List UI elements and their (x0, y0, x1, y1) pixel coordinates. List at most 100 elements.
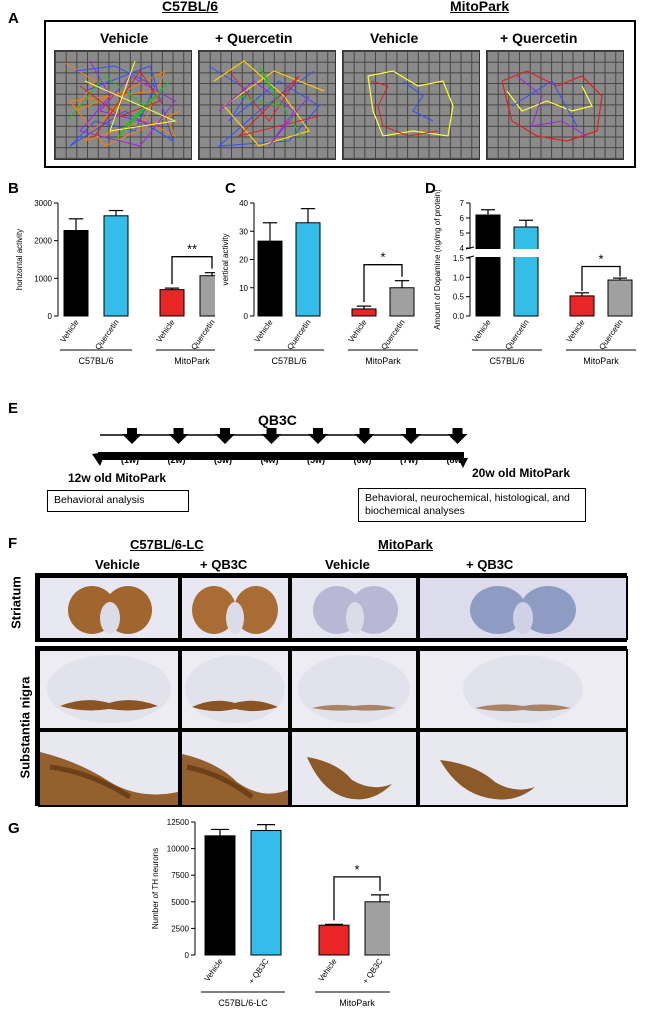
axis-break-gap (464, 249, 594, 257)
group-label: C57BL/6 (489, 356, 524, 366)
group-label: C57BL/6 (271, 356, 306, 366)
significance-bracket (581, 265, 621, 291)
x-tick-label: Quercetin (379, 318, 406, 352)
x-tick-label: Quercetin (285, 318, 312, 352)
panel-f-group-right: MitoPark (378, 537, 433, 552)
sn-zoom-mitopark-qb3c (418, 730, 628, 807)
y-axis-label: Amount of Dopamine (ng/mg of protein) (433, 190, 442, 330)
week-arrow (354, 428, 375, 444)
sn-c57-qb3c (180, 649, 290, 730)
week-arrow (401, 428, 421, 444)
chart-th-neurons: 0 2500 5000 7500 10000 12500 Number of TH neur… (151, 818, 390, 1008)
significance-bracket (363, 264, 403, 303)
sn-zoom-c57-qb3c (180, 730, 290, 807)
bar (204, 835, 236, 956)
x-tick-label: Vehicle (346, 318, 368, 345)
row-label-substantia-nigra: Substantia nigra (17, 676, 33, 779)
panel-f-label: F (8, 535, 18, 552)
striatum-c57-vehicle (38, 576, 180, 640)
bar (569, 295, 595, 317)
striatum-c57-qb3c (180, 576, 290, 640)
track-plot-mitopark-quercetin (486, 50, 624, 160)
y-tick-label: 4 (460, 244, 465, 253)
panel-a-cond-4: + Quercetin (500, 30, 578, 46)
sn-mitopark-vehicle (290, 649, 418, 730)
week-label: (2w) (167, 455, 186, 465)
bar (351, 308, 377, 317)
significance-marker: * (598, 252, 603, 267)
axis-break-mark (465, 246, 475, 250)
bar (159, 289, 185, 317)
panel-a-label: A (8, 10, 19, 27)
y-tick-label: 3000 (34, 199, 52, 208)
y-tick-label: 1.0 (453, 273, 465, 282)
significance-bracket (171, 256, 213, 285)
y-tick-label: 1.5 (453, 254, 465, 263)
sn-zoom-mitopark-vehicle (290, 730, 418, 807)
panel-g-label: G (8, 820, 20, 837)
week-arrow (168, 428, 189, 444)
bar (295, 222, 321, 317)
behavioral-analysis-box: Behavioral analysis (47, 490, 189, 512)
panel-c-label: C (225, 180, 236, 197)
panel-a-cond-3: Vehicle (370, 30, 419, 46)
group-label: C57BL/6-LC (218, 998, 268, 1008)
bar (63, 229, 89, 317)
y-tick-label: 2000 (34, 237, 52, 246)
panel-d-label: D (425, 180, 436, 197)
panel-a-cond-2: + Quercetin (215, 30, 293, 46)
group-label: MitoPark (583, 356, 619, 366)
x-tick-label: Vehicle (154, 318, 176, 345)
x-tick-label: Vehicle (316, 957, 338, 984)
start-label: 12w old MitoPark (68, 471, 167, 485)
y-axis-label: vertical activity (221, 233, 230, 285)
chart-horizontal-activity: 0 1000 2000 3000 horizontal activity Vehicle Q… (15, 199, 215, 366)
bar (103, 215, 129, 317)
week-label: (8w) (446, 455, 465, 465)
y-tick-label: 5000 (171, 898, 189, 907)
axis-break-mark (465, 255, 475, 259)
y-tick-label: 0 (48, 312, 53, 321)
row-label-striatum: Striatum (8, 576, 24, 629)
y-tick-label: 0 (185, 951, 190, 960)
x-tick-label: Quercetin (189, 318, 215, 352)
y-tick-label: 40 (239, 199, 248, 208)
group-label: MitoPark (339, 998, 375, 1008)
y-tick-label: 20 (239, 256, 248, 265)
x-tick-label: Vehicle (252, 318, 274, 345)
bar (475, 214, 501, 317)
panel-a-frame (44, 20, 636, 168)
y-axis-label: Number of TH neurons (151, 848, 160, 929)
week-arrow (215, 428, 235, 444)
week-label: (4w) (260, 455, 279, 465)
panel-b-label: B (8, 180, 19, 197)
y-tick-label: 0.0 (453, 312, 465, 321)
y-tick-label: 5 (460, 229, 465, 238)
x-tick-label: Vehicle (58, 318, 80, 345)
week-label: (7w) (400, 455, 418, 465)
panel-f-cond-4: + QB3C (466, 557, 514, 572)
x-tick-label: + QB3C (361, 957, 385, 986)
week-arrow (122, 428, 142, 444)
track-plot-mitopark-vehicle (342, 50, 480, 160)
y-tick-label: 12500 (167, 818, 190, 827)
x-tick-label: Quercetin (93, 318, 120, 352)
sn-c57-vehicle (38, 649, 180, 730)
week-label: (1w) (121, 455, 139, 465)
week-label: (5w) (307, 455, 325, 465)
group-label: MitoPark (174, 356, 210, 366)
week-label: (6w) (353, 455, 372, 465)
bar (364, 901, 390, 956)
panel-e-label: E (8, 400, 19, 417)
bar (607, 279, 633, 317)
chart-dopamine: 0.0 0.5 1.0 1.54 5 6 7 Amount of Dopamine (ng/m… (433, 190, 636, 366)
y-tick-label: 0 (244, 312, 249, 321)
sn-zoom-c57-vehicle (38, 730, 180, 807)
y-tick-label: 7500 (171, 871, 189, 880)
bar (318, 924, 350, 956)
y-tick-label: 1000 (34, 274, 52, 283)
week-arrow (447, 428, 468, 444)
y-tick-label: 10 (239, 284, 248, 293)
week-arrow (308, 428, 328, 444)
bar (389, 287, 415, 317)
